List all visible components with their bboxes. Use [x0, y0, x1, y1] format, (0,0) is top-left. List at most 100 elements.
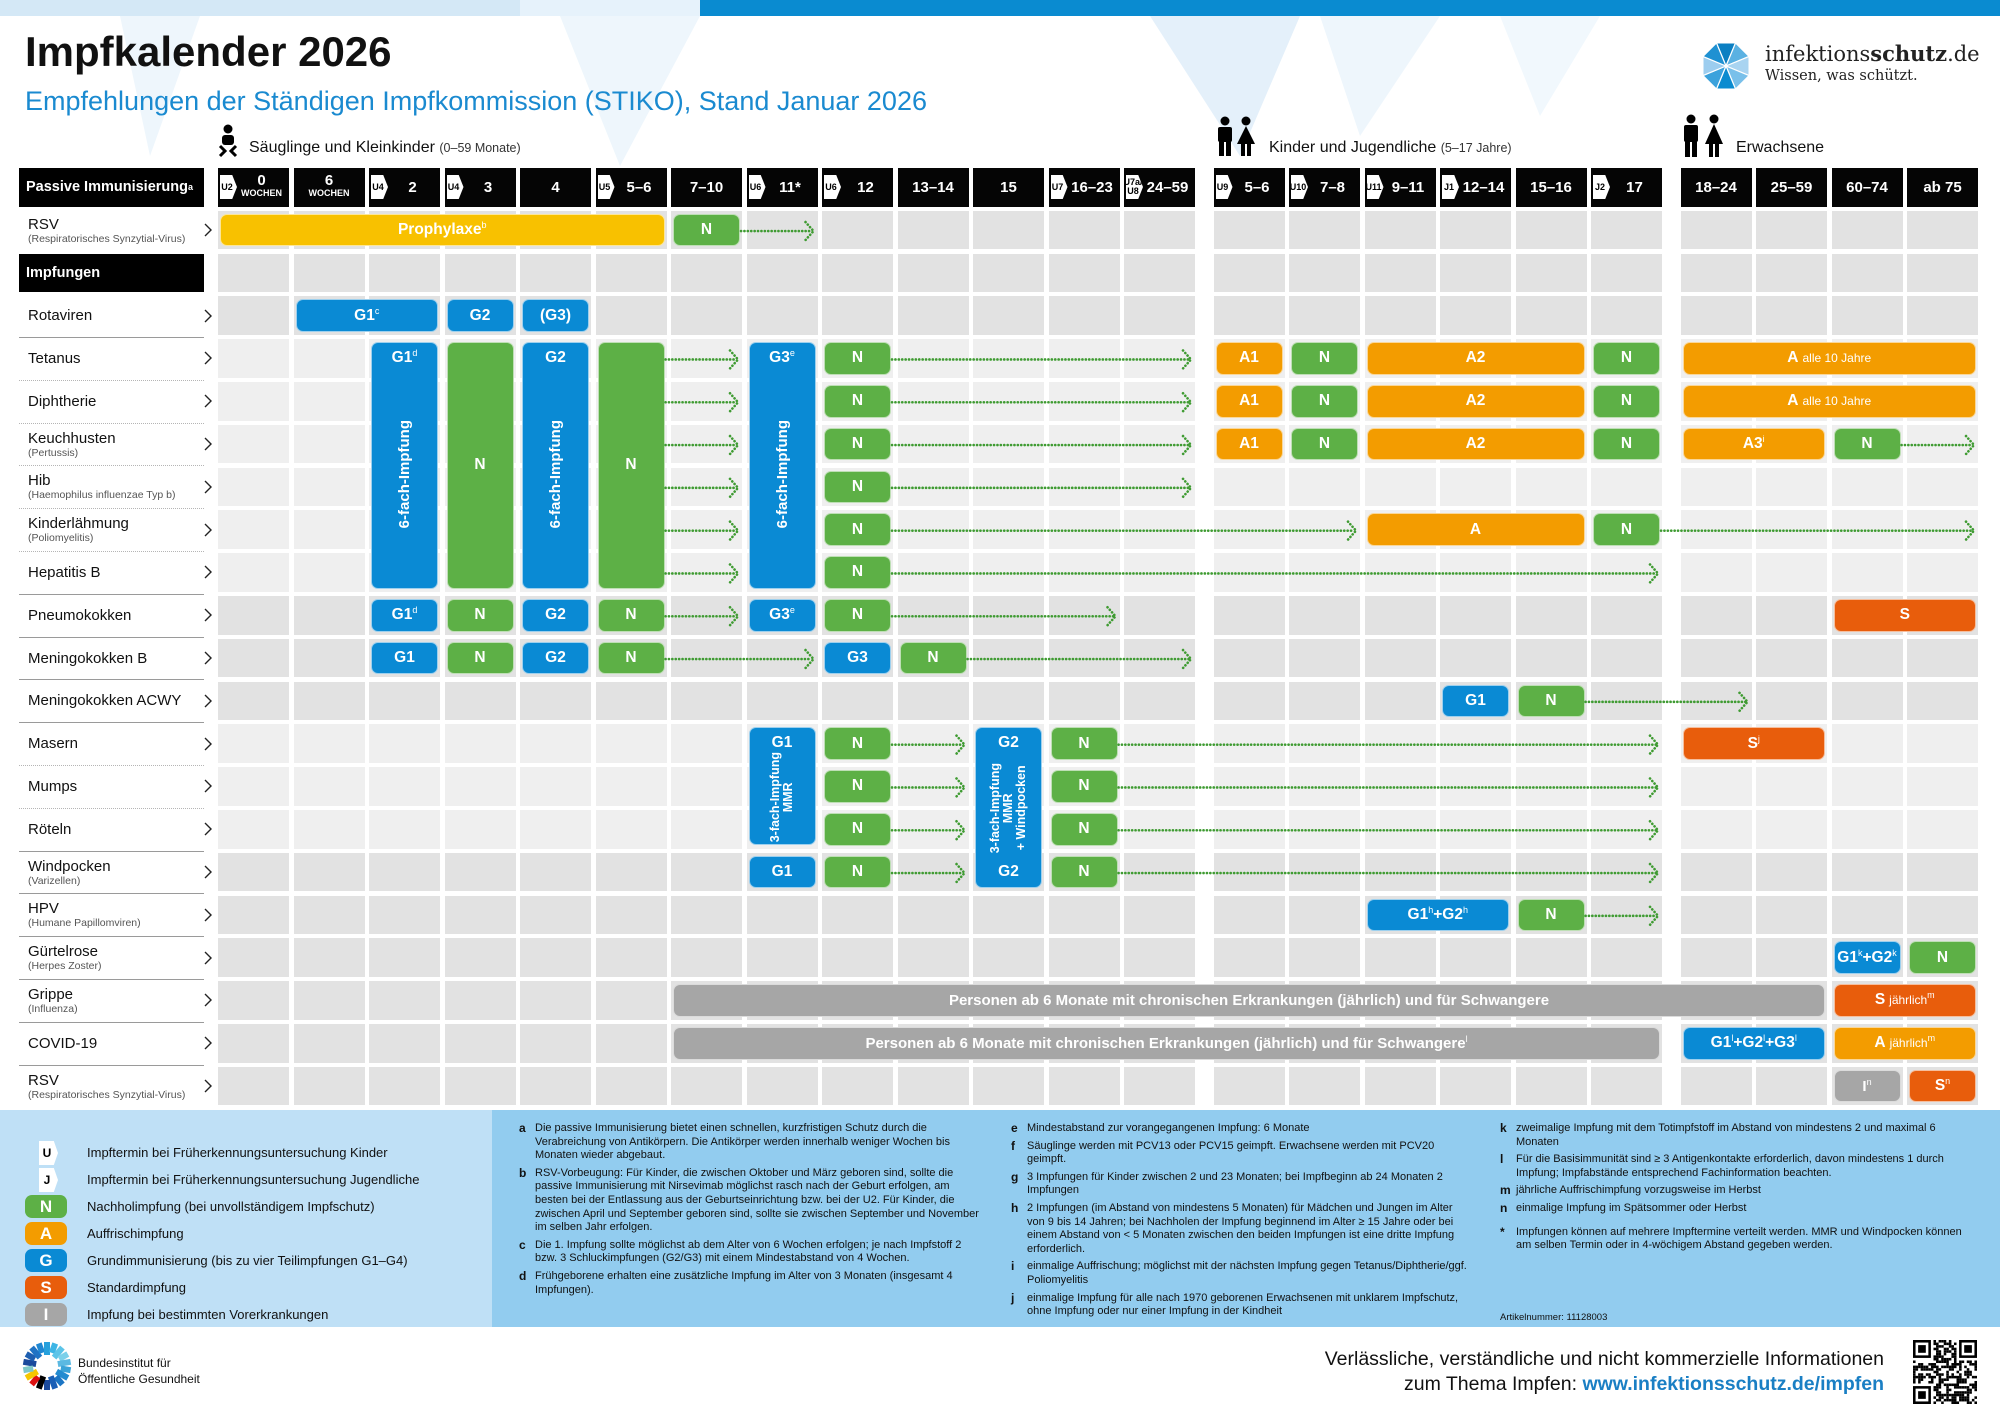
chevron-right-icon[interactable] [203, 650, 213, 666]
vaccination-bar-A[interactable]: A2 [1366, 427, 1585, 461]
vaccination-bar-G[interactable]: G1k+G2k [1833, 941, 1901, 974]
chevron-right-icon[interactable] [203, 907, 213, 923]
vaccination-bar-G[interactable]: G3 [824, 641, 891, 675]
chevron-right-icon[interactable] [203, 308, 213, 324]
vaccination-bar-N[interactable]: N [1593, 513, 1660, 546]
qr-code-icon[interactable] [1913, 1340, 1977, 1404]
brand-logo[interactable]: infektionsschutz.de Wissen, was schützt. [1765, 41, 1980, 84]
vaccination-bar-N[interactable]: N [899, 641, 967, 675]
chevron-right-icon[interactable] [203, 992, 213, 1008]
vaccination-bar-A[interactable]: A3i [1682, 427, 1825, 461]
disease-label[interactable]: Meningokokken ACWY [28, 682, 198, 721]
chevron-right-icon[interactable] [203, 479, 213, 495]
vaccination-bar-G[interactable]: G1l+G2l+G3l [1682, 1027, 1825, 1060]
vaccination-bar-S[interactable]: Sn [1909, 1069, 1976, 1103]
vaccination-bar-N[interactable]: N [597, 342, 665, 589]
disease-label[interactable]: Keuchhusten (Pertussis) [28, 425, 198, 464]
vaccination-bar-I[interactable]: In [1833, 1069, 1901, 1103]
vaccination-bar-N[interactable]: N [824, 813, 891, 846]
vaccination-bar-N[interactable]: N [824, 513, 891, 546]
vaccination-bar-G[interactable]: G1c [295, 299, 438, 332]
vaccination-bar-N[interactable]: N [1291, 385, 1358, 418]
vaccination-bar-N[interactable]: N [1050, 855, 1118, 889]
vaccination-bar-G[interactable]: G1d [371, 599, 438, 632]
vaccination-bar-N[interactable]: N [824, 470, 891, 504]
vaccination-bar-N[interactable]: N [1833, 427, 1901, 461]
vaccination-bar-S[interactable]: S [1833, 599, 1976, 632]
vaccination-bar-G[interactable]: G1 [1442, 684, 1509, 718]
vaccination-bar-G[interactable]: G1 [748, 855, 816, 889]
vaccination-bar-N[interactable]: N [824, 342, 891, 375]
disease-label[interactable]: Gürtelrose (Herpes Zoster) [28, 938, 198, 977]
vaccination-bar-I[interactable]: Personen ab 6 Monate mit chronischen Erk… [673, 984, 1825, 1017]
disease-label[interactable]: Meningokokken B [28, 639, 198, 678]
vaccination-bar-N[interactable]: N [673, 213, 740, 247]
chevron-right-icon[interactable] [203, 350, 213, 366]
chevron-right-icon[interactable] [203, 522, 213, 538]
vaccination-bar-G[interactable]: G1 [371, 641, 438, 675]
chevron-right-icon[interactable] [203, 222, 213, 238]
chevron-right-icon[interactable] [203, 736, 213, 752]
vaccination-bar-G[interactable]: G2 [522, 599, 589, 632]
vaccination-bar-S[interactable]: Sj [1682, 727, 1825, 760]
disease-label[interactable]: Grippe (Influenza) [28, 981, 198, 1020]
vaccination-bar-A[interactable]: A2 [1366, 385, 1585, 418]
vaccination-bar-N[interactable]: N [824, 770, 891, 803]
chevron-right-icon[interactable] [203, 864, 213, 880]
vaccination-bar-N[interactable]: N [446, 342, 514, 589]
vaccination-bar-A[interactable]: A1 [1215, 385, 1283, 418]
vaccination-bar-N[interactable]: N [1291, 427, 1358, 461]
vaccination-bar-A[interactable]: A1 [1215, 342, 1283, 375]
chevron-right-icon[interactable] [203, 1078, 213, 1094]
vaccination-bar-G[interactable]: G2 [446, 299, 514, 332]
disease-label[interactable]: Masern [28, 724, 198, 763]
vaccination-bar-N[interactable]: N [1050, 727, 1118, 760]
chevron-right-icon[interactable] [203, 778, 213, 794]
vaccination-bar-N[interactable]: N [824, 427, 891, 461]
disease-label[interactable]: Mumps [28, 767, 198, 806]
vaccination-bar-N[interactable]: N [1050, 813, 1118, 846]
disease-label[interactable]: Hepatitis B [28, 553, 198, 592]
chevron-right-icon[interactable] [203, 607, 213, 623]
disease-label[interactable]: COVID-19 [28, 1024, 198, 1063]
vaccination-bar-N[interactable]: N [597, 599, 665, 632]
vaccination-bar-N[interactable]: N [824, 727, 891, 760]
disease-label[interactable]: Röteln [28, 810, 198, 849]
vaccination-bar-G[interactable]: G2 6-fach-Impfung [522, 342, 589, 589]
vaccination-bar-N[interactable]: N [824, 855, 891, 889]
chevron-right-icon[interactable] [203, 821, 213, 837]
vaccination-bar-N[interactable]: N [446, 641, 514, 675]
disease-label[interactable]: Hib (Haemophilus influenzae Typ b) [28, 468, 198, 507]
chevron-right-icon[interactable] [203, 393, 213, 409]
chevron-right-icon[interactable] [203, 693, 213, 709]
disease-label[interactable]: Kinderlähmung (Poliomyelitis) [28, 510, 198, 549]
vaccination-bar-N[interactable]: N [446, 599, 514, 632]
chevron-right-icon[interactable] [203, 1035, 213, 1051]
vaccination-bar-A[interactable]: A2 [1366, 342, 1585, 375]
vaccination-bar-G[interactable]: G3e [748, 599, 816, 632]
vaccination-bar-N[interactable]: N [1291, 342, 1358, 375]
disease-label[interactable]: Diphtherie [28, 382, 198, 421]
chevron-right-icon[interactable] [203, 564, 213, 580]
vaccination-bar-N[interactable]: N [1593, 385, 1660, 418]
vaccination-bar-N[interactable]: N [1593, 427, 1660, 461]
vaccination-bar-N[interactable]: N [1593, 342, 1660, 375]
vaccination-bar-I[interactable]: Personen ab 6 Monate mit chronischen Erk… [673, 1027, 1660, 1060]
vaccination-bar-G[interactable]: G2 3-fach-Impfung MMR + Windpocken G2 [975, 727, 1042, 889]
vaccination-bar-N[interactable]: N [1909, 941, 1976, 974]
vaccination-bar-A[interactable]: A [1366, 513, 1585, 546]
vaccination-bar-G[interactable]: G1 3-fach-Impfung MMR [748, 727, 816, 846]
vaccination-bar-N[interactable]: N [1050, 770, 1118, 803]
disease-label[interactable]: Windpocken (Varizellen) [28, 853, 198, 892]
disease-label[interactable]: Tetanus [28, 339, 198, 378]
vaccination-bar-G[interactable]: G3e 6-fach-Impfung [748, 342, 816, 589]
disease-label[interactable]: HPV (Humane Papillomviren) [28, 896, 198, 935]
disease-label[interactable]: Rotaviren [28, 296, 198, 335]
vaccination-bar-G[interactable]: G1d 6-fach-Impfung [371, 342, 438, 589]
chevron-right-icon[interactable] [203, 950, 213, 966]
disease-label[interactable]: RSV (Respiratorisches Synzytial-Virus) [28, 211, 198, 250]
